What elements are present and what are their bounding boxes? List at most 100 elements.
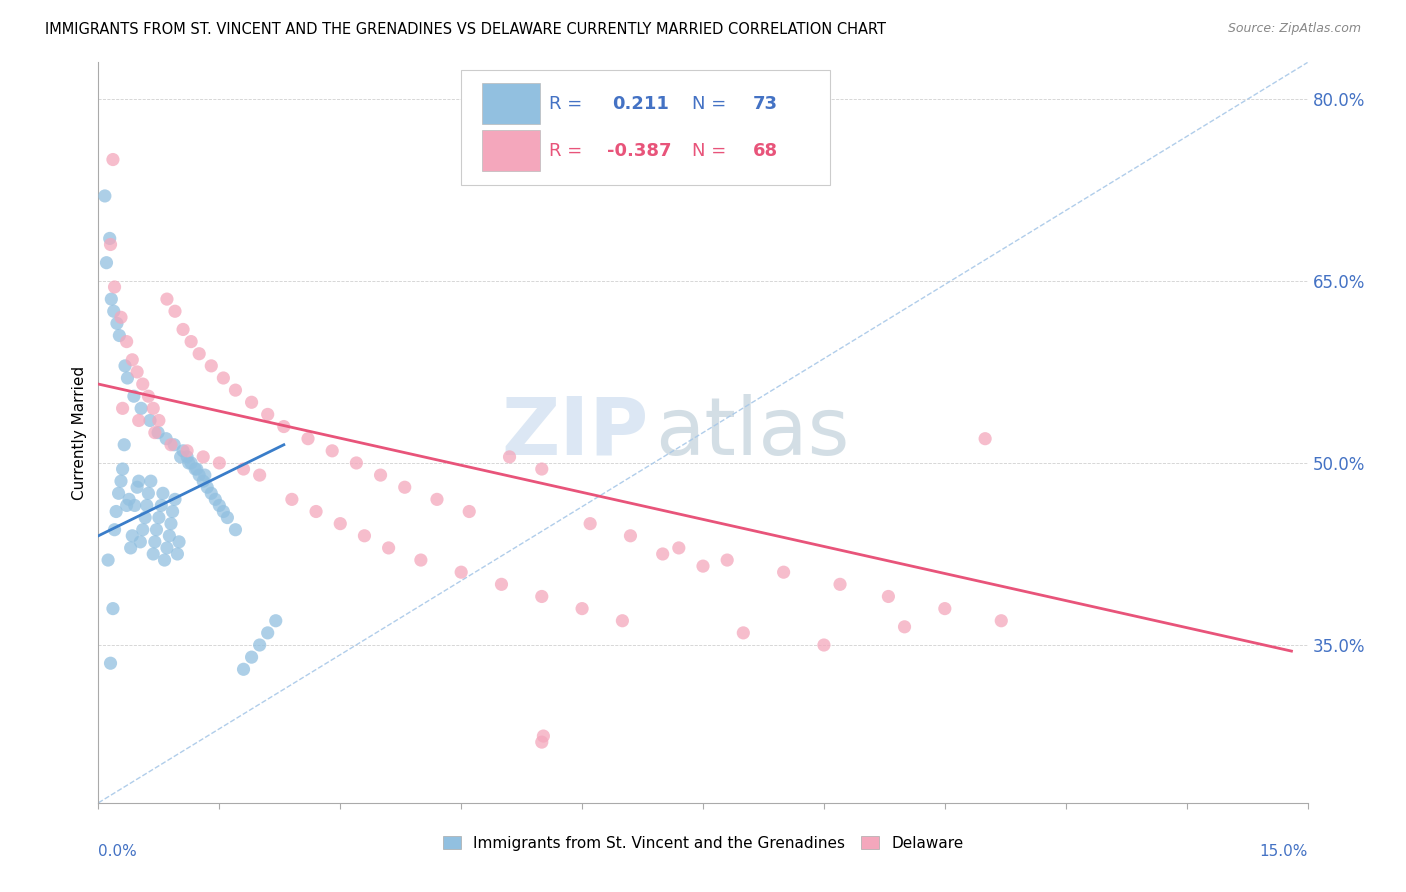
Point <box>148 413 170 427</box>
Point <box>240 650 263 665</box>
Point <box>256 408 278 422</box>
Point <box>150 499 173 513</box>
Text: N =: N = <box>692 142 733 160</box>
Point <box>224 383 246 397</box>
Point <box>156 541 179 555</box>
Point <box>105 504 128 518</box>
Point <box>163 492 186 507</box>
Point <box>893 620 915 634</box>
Text: 0.0%: 0.0% <box>98 844 138 858</box>
Point <box>571 601 593 615</box>
Point <box>100 292 122 306</box>
Point <box>101 601 124 615</box>
Point <box>208 499 231 513</box>
Point <box>94 189 117 203</box>
Point <box>828 577 851 591</box>
FancyBboxPatch shape <box>461 70 830 185</box>
Point <box>273 419 295 434</box>
Point <box>132 523 155 537</box>
Point <box>142 547 165 561</box>
Point <box>103 304 125 318</box>
Point <box>111 462 134 476</box>
Point <box>107 486 129 500</box>
Point <box>612 614 634 628</box>
Point <box>212 371 235 385</box>
Point <box>145 523 167 537</box>
Point <box>110 474 132 488</box>
Point <box>188 468 211 483</box>
Text: R =: R = <box>550 142 589 160</box>
Point <box>172 443 194 458</box>
Point <box>193 474 215 488</box>
Point <box>188 347 211 361</box>
Point <box>716 553 738 567</box>
Point <box>329 516 352 531</box>
Point <box>163 438 186 452</box>
Point <box>353 529 375 543</box>
Point <box>138 486 160 500</box>
Point <box>249 638 271 652</box>
Point <box>409 553 432 567</box>
Point <box>180 334 202 349</box>
Point <box>148 510 170 524</box>
Point <box>249 468 271 483</box>
Text: atlas: atlas <box>655 393 849 472</box>
Y-axis label: Currently Married: Currently Married <box>72 366 87 500</box>
Point <box>127 365 149 379</box>
Point <box>110 310 132 325</box>
Point <box>692 559 714 574</box>
Point <box>240 395 263 409</box>
Point <box>112 438 135 452</box>
Point <box>579 516 602 531</box>
Point <box>377 541 399 555</box>
Point <box>129 534 152 549</box>
Point <box>121 529 143 543</box>
Point <box>176 443 198 458</box>
Point <box>934 601 956 615</box>
Point <box>530 462 553 476</box>
Point <box>117 371 139 385</box>
Point <box>134 510 156 524</box>
Point <box>139 413 162 427</box>
Point <box>186 462 208 476</box>
Point <box>101 153 124 167</box>
Text: N =: N = <box>692 95 733 112</box>
Point <box>115 334 138 349</box>
Point <box>204 492 226 507</box>
Point <box>163 304 186 318</box>
Text: -0.387: -0.387 <box>607 142 672 160</box>
Point <box>142 401 165 416</box>
Point <box>877 590 900 604</box>
Point <box>118 492 141 507</box>
Point <box>96 256 118 270</box>
Point <box>195 480 218 494</box>
Point <box>139 474 162 488</box>
Point <box>103 523 125 537</box>
Text: 15.0%: 15.0% <box>1260 844 1308 858</box>
Point <box>426 492 449 507</box>
Point <box>143 534 166 549</box>
Point <box>256 626 278 640</box>
Point <box>200 359 222 373</box>
Point <box>491 577 513 591</box>
Text: IMMIGRANTS FROM ST. VINCENT AND THE GRENADINES VS DELAWARE CURRENTLY MARRIED COR: IMMIGRANTS FROM ST. VINCENT AND THE GREN… <box>45 22 886 37</box>
Point <box>153 553 176 567</box>
Point <box>458 504 481 518</box>
Point <box>111 401 134 416</box>
Point <box>128 474 150 488</box>
Text: Source: ZipAtlas.com: Source: ZipAtlas.com <box>1227 22 1361 36</box>
FancyBboxPatch shape <box>482 83 540 124</box>
Point <box>772 565 794 579</box>
Point <box>184 462 207 476</box>
Point <box>135 499 157 513</box>
Point <box>297 432 319 446</box>
Point <box>152 486 174 500</box>
Text: R =: R = <box>550 95 589 112</box>
Point <box>156 292 179 306</box>
Point <box>172 322 194 336</box>
Point <box>122 389 145 403</box>
Point <box>281 492 304 507</box>
Point <box>344 456 367 470</box>
Point <box>143 425 166 440</box>
Text: 0.211: 0.211 <box>613 95 669 112</box>
